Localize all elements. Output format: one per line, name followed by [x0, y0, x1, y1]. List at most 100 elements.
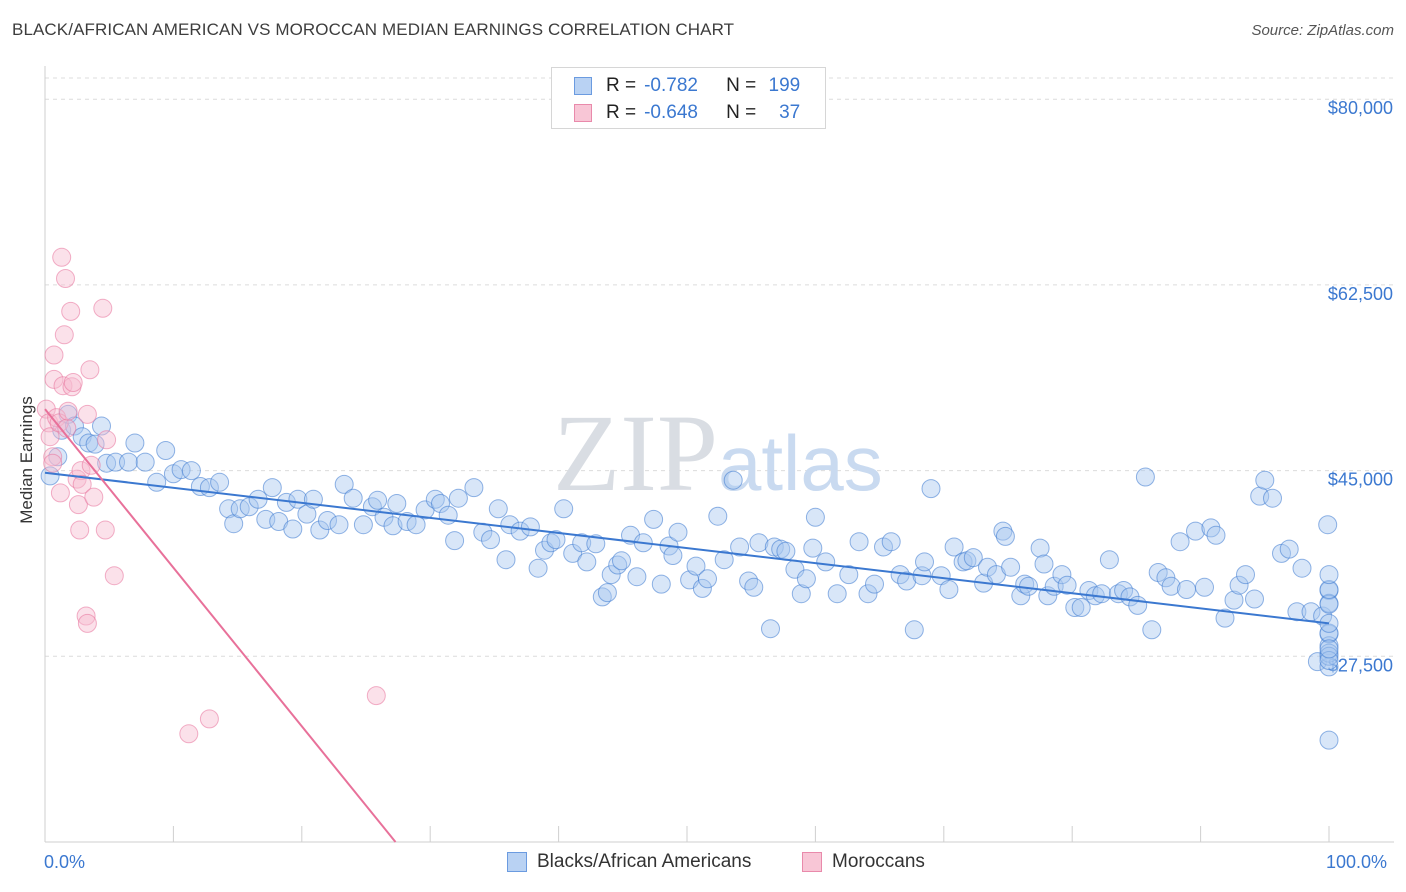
data-point-blacks: [262, 478, 282, 498]
data-point-blacks: [572, 533, 592, 553]
data-point-blacks: [663, 546, 683, 565]
data-point-blacks: [528, 558, 548, 578]
legend-swatch-blue: [507, 852, 527, 872]
data-point-blacks: [1057, 575, 1077, 595]
data-point-blacks: [310, 520, 330, 540]
data-point-moroccans: [80, 360, 100, 380]
data-point-blacks: [1255, 470, 1275, 490]
x-tick-label-min: 0.0%: [44, 852, 86, 872]
data-point-blacks: [865, 574, 884, 594]
data-point-blacks: [318, 511, 337, 530]
data-point-blacks: [612, 551, 631, 571]
data-point-blacks: [171, 460, 191, 480]
y-tick-label: $80,000: [1328, 98, 1393, 118]
data-point-blacks: [387, 494, 407, 513]
data-point-blacks: [541, 533, 561, 553]
data-point-blacks: [1019, 576, 1038, 596]
series-legend: Blacks/African Americans Moroccans: [0, 851, 1406, 877]
data-point-moroccans: [43, 447, 63, 467]
data-point-blacks: [939, 580, 959, 599]
data-point-blacks: [156, 441, 176, 460]
data-point-blacks: [520, 517, 540, 537]
watermark-zip: ZIP: [553, 392, 718, 514]
data-point-moroccans: [93, 298, 113, 318]
data-point-blacks: [48, 447, 68, 467]
data-point-blacks: [761, 619, 780, 639]
legend-item-moroccans: Moroccans: [802, 851, 925, 873]
legend-label-blacks: Blacks/African Americans: [537, 851, 752, 872]
data-point-blacks: [1279, 539, 1299, 559]
data-point-blacks: [1001, 557, 1021, 577]
data-point-moroccans: [199, 709, 219, 729]
data-point-blacks: [448, 488, 468, 508]
legend-row-blacks: R = -0.782 N = 199: [574, 74, 800, 98]
data-point-blacks: [1319, 730, 1339, 750]
data-point-blacks: [1263, 488, 1282, 508]
data-point-blacks: [1319, 639, 1339, 659]
data-point-blacks: [827, 584, 847, 604]
data-point-blacks: [40, 466, 60, 486]
data-point-moroccans: [77, 404, 97, 424]
data-point-blacks: [383, 516, 403, 536]
data-point-blacks: [1142, 620, 1162, 640]
data-point-blacks: [816, 552, 836, 572]
data-point-blacks: [1092, 584, 1112, 604]
data-point-moroccans: [104, 566, 124, 586]
data-point-moroccans: [68, 495, 88, 515]
data-point-blacks: [881, 532, 901, 552]
data-point-blacks: [668, 522, 688, 542]
data-point-moroccans: [95, 520, 115, 540]
data-point-blacks: [921, 479, 941, 499]
data-point-blacks: [1128, 595, 1148, 615]
data-point-blacks: [1287, 602, 1307, 622]
correlation-legend: R = -0.782 N = 199 R = -0.648 N = 37: [551, 67, 826, 129]
data-point-blacks: [368, 490, 388, 510]
data-point-blacks: [601, 565, 621, 585]
data-point-moroccans: [61, 301, 81, 321]
data-point-blacks: [181, 461, 201, 481]
series-blacks-african-americans: [40, 404, 1339, 750]
data-point-blacks: [858, 584, 878, 604]
data-point-blacks: [839, 565, 859, 585]
data-point-blacks: [1319, 646, 1339, 666]
legend-r-value: -0.648: [644, 102, 698, 123]
data-point-blacks: [1030, 538, 1050, 558]
data-point-blacks: [1206, 525, 1226, 545]
data-point-blacks: [1215, 608, 1235, 628]
data-point-blacks: [698, 569, 717, 589]
data-point-moroccans: [52, 247, 72, 267]
data-point-moroccans: [54, 325, 74, 345]
data-point-blacks: [944, 537, 964, 557]
data-point-blacks: [106, 452, 126, 472]
data-point-blacks: [1034, 554, 1054, 574]
data-point-blacks: [125, 433, 145, 453]
legend-r-value: -0.782: [644, 75, 698, 96]
legend-row-moroccans: R = -0.648 N = 37: [574, 101, 800, 125]
data-point-blacks: [739, 571, 759, 591]
data-point-blacks: [995, 526, 1015, 546]
data-point-blacks: [644, 509, 664, 529]
data-point-blacks: [135, 452, 155, 472]
x-tick-label-max: 100.0%: [1326, 852, 1388, 872]
legend-n-value: 37: [779, 102, 801, 123]
data-point-blacks: [1319, 565, 1339, 585]
data-point-moroccans: [77, 613, 97, 633]
data-point-blacks: [329, 515, 349, 535]
data-point-blacks: [546, 530, 566, 550]
data-point-blacks: [849, 532, 869, 552]
data-point-moroccans: [50, 483, 70, 503]
data-point-blacks: [686, 556, 706, 576]
data-point-blacks: [1313, 606, 1333, 626]
data-point-blacks: [1135, 467, 1155, 487]
data-point-blacks: [776, 541, 796, 561]
grid-lines: [45, 77, 1394, 657]
data-point-blacks: [749, 533, 769, 553]
chart-title: BLACK/AFRICAN AMERICAN VS MOROCCAN MEDIA…: [12, 20, 735, 39]
data-point-blacks: [791, 584, 811, 604]
watermark-atlas: atlas: [718, 419, 883, 507]
data-point-blacks: [464, 478, 484, 498]
trend-line-moroccans: [44, 408, 397, 843]
data-point-blacks: [586, 534, 606, 554]
data-point-blacks: [210, 472, 230, 492]
data-point-blacks: [1319, 651, 1339, 670]
